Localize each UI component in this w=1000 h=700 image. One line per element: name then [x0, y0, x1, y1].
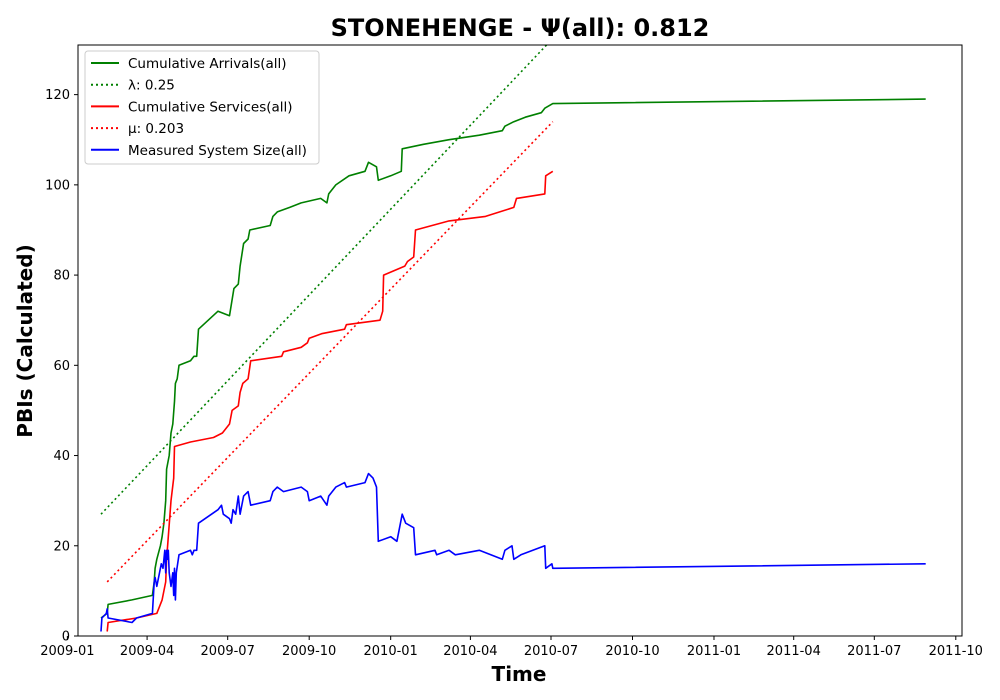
- series-line-3: [106, 121, 554, 583]
- x-axis: 2009-01 2009-04 2009-07 2009-10 2010-01 2010-…: [40, 636, 983, 659]
- series-line-4: [100, 472, 926, 632]
- y-tick-label-5: 100: [45, 178, 70, 193]
- y-tick-label-6: 120: [45, 88, 70, 103]
- x-tick-label-1: 2009-04: [120, 644, 174, 659]
- x-tick-label-0: 2009-01: [40, 644, 94, 659]
- chart-title: STONEHENGE - Ψ(all): 0.812: [331, 14, 710, 42]
- legend: Cumulative Arrivals(all) λ: 0.25 Cumulativ…: [84, 50, 320, 165]
- x-tick-label-7: 2010-10: [605, 644, 659, 659]
- x-tick-label-4: 2010-01: [364, 644, 418, 659]
- legend-label-4: Measured System Size(all): [128, 143, 307, 159]
- x-tick-label-10: 2011-07: [847, 644, 901, 659]
- y-tick-label-4: 80: [53, 269, 70, 284]
- legend-box: [84, 50, 320, 165]
- x-tick-label-9: 2011-04: [767, 644, 821, 659]
- legend-label-2: Cumulative Services(all): [128, 99, 293, 115]
- y-tick-label-1: 20: [53, 539, 70, 554]
- series-line-2: [106, 170, 554, 632]
- x-tick-label-3: 2009-10: [282, 644, 336, 659]
- x-tick-label-8: 2011-01: [687, 644, 741, 659]
- legend-label-1: λ: 0.25: [128, 78, 175, 94]
- y-tick-label-0: 0: [62, 630, 70, 645]
- x-tick-label-2: 2009-07: [201, 644, 255, 659]
- legend-label-3: μ: 0.203: [128, 121, 184, 137]
- x-tick-label-11: 2011-10: [929, 644, 983, 659]
- y-tick-label-2: 40: [53, 449, 70, 464]
- x-tick-label-6: 2010-07: [524, 644, 578, 659]
- y-tick-label-3: 60: [53, 359, 70, 374]
- series-line-0: [100, 98, 926, 619]
- y-axis-label: PBIs (Calculated): [13, 244, 37, 437]
- legend-label-0: Cumulative Arrivals(all): [128, 56, 287, 72]
- plot-area: [100, 45, 926, 632]
- x-axis-label: Time: [492, 662, 547, 686]
- plot-frame: [77, 44, 963, 637]
- x-tick-label-5: 2010-04: [443, 644, 497, 659]
- y-axis: 0 20 40 60 80 100 120: [45, 88, 78, 645]
